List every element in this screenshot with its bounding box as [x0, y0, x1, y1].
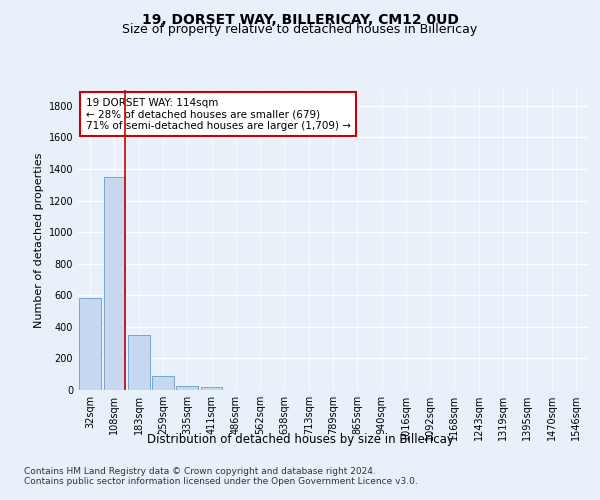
Text: 19, DORSET WAY, BILLERICAY, CM12 0UD: 19, DORSET WAY, BILLERICAY, CM12 0UD [142, 12, 458, 26]
Bar [200, 387, 223, 390]
Bar [128, 334, 149, 390]
Bar [152, 376, 174, 390]
Y-axis label: Number of detached properties: Number of detached properties [34, 152, 44, 328]
Text: Contains public sector information licensed under the Open Government Licence v3: Contains public sector information licen… [24, 478, 418, 486]
Bar [79, 298, 101, 390]
Text: Contains HM Land Registry data © Crown copyright and database right 2024.: Contains HM Land Registry data © Crown c… [24, 468, 376, 476]
Text: Size of property relative to detached houses in Billericay: Size of property relative to detached ho… [122, 22, 478, 36]
Bar [176, 386, 198, 390]
Bar [104, 177, 125, 390]
Text: Distribution of detached houses by size in Billericay: Distribution of detached houses by size … [146, 432, 454, 446]
Text: 19 DORSET WAY: 114sqm
← 28% of detached houses are smaller (679)
71% of semi-det: 19 DORSET WAY: 114sqm ← 28% of detached … [86, 98, 350, 130]
